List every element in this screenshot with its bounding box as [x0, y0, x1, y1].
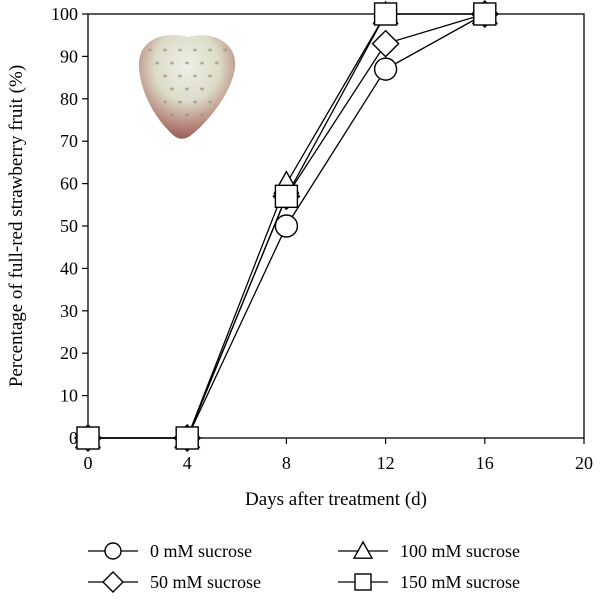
- data-point-square: [76, 426, 100, 450]
- strawberry-image: [138, 35, 236, 139]
- legend-label: 150 mM sucrose: [400, 572, 520, 592]
- x-tick-label: 4: [183, 453, 192, 473]
- data-point-circle: [274, 214, 299, 238]
- y-tick-label: 100: [51, 4, 78, 24]
- legend-label: 0 mM sucrose: [150, 541, 252, 561]
- series-markers-square: [76, 2, 497, 450]
- data-point-square: [473, 2, 497, 26]
- legend-item: 0 mM sucrose: [88, 541, 252, 561]
- legend-marker-circle: [104, 542, 122, 560]
- y-tick-label: 20: [60, 343, 78, 363]
- y-tick-label: 80: [60, 89, 78, 109]
- legend-marker-square: [354, 573, 372, 591]
- x-axis-title: Days after treatment (d): [245, 489, 427, 510]
- legend-label: 100 mM sucrose: [400, 541, 520, 561]
- data-point-square: [373, 2, 398, 26]
- legend-marker-diamond: [102, 571, 124, 593]
- legend-item: 50 mM sucrose: [88, 571, 261, 593]
- legend-item: 150 mM sucrose: [338, 572, 520, 592]
- legend-marker-triangle: [352, 540, 374, 559]
- y-axis-title: Percentage of full-red strawberry fruit …: [6, 65, 27, 387]
- data-point-circle: [373, 57, 398, 81]
- y-tick-label: 50: [60, 216, 78, 236]
- data-point-square: [175, 426, 199, 450]
- x-tick-label: 8: [282, 453, 291, 473]
- x-tick-label: 0: [84, 453, 93, 473]
- legend-label: 50 mM sucrose: [150, 572, 261, 592]
- legend-item: 100 mM sucrose: [338, 540, 520, 561]
- legend: 0 mM sucrose 50 mM sucrose 100 mM sucrose 1…: [88, 540, 520, 593]
- y-tick-label: 40: [60, 258, 78, 278]
- x-tick-label: 20: [575, 453, 593, 473]
- y-tick-label: 60: [60, 174, 78, 194]
- y-tick-label: 70: [60, 131, 78, 151]
- x-tick-label: 16: [476, 453, 494, 473]
- x-tick-label: 12: [377, 453, 395, 473]
- y-tick-label: 10: [60, 386, 78, 406]
- data-point-diamond: [371, 29, 400, 58]
- y-tick-label: 0: [69, 428, 78, 448]
- y-tick-label: 90: [60, 46, 78, 66]
- y-tick-label: 30: [60, 301, 78, 321]
- data-point-square: [274, 184, 299, 209]
